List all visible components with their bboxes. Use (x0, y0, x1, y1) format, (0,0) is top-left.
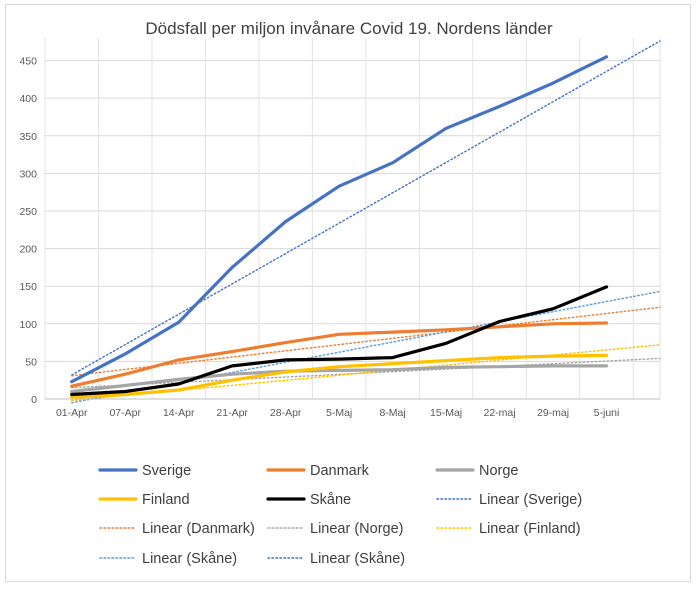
series-line-danmark (70, 321, 609, 388)
x-tick-label: 5-Maj (326, 407, 352, 419)
legend-label: Norge (479, 463, 519, 479)
x-tick-label: 14-Apr (163, 407, 195, 419)
y-tick-label: 50 (25, 356, 37, 368)
legend-item-linear-sverige: Linear (Sverige) (436, 492, 582, 508)
series-line-norge (70, 364, 609, 394)
legend-label: Danmark (310, 463, 370, 479)
y-tick-label: 350 (19, 131, 37, 143)
legend-item-norge: Norge (435, 463, 519, 479)
y-tick-label: 300 (19, 168, 37, 180)
legend-item-sverige: Sverige (98, 463, 191, 479)
series-layer (70, 55, 609, 400)
y-tick-label: 150 (19, 281, 37, 293)
legend-label: Linear (Skåne) (310, 551, 405, 567)
trendline-linear-sverige (71, 40, 661, 376)
chart-frame (5, 4, 691, 582)
x-tick-label: 07-Apr (109, 407, 141, 419)
legend-item-linear-skane: Linear (Skåne) (267, 551, 405, 567)
trendline-linear-finland (71, 344, 661, 402)
x-tick-label: 01-Apr (56, 407, 88, 419)
legend-item-danmark: Danmark (266, 463, 370, 479)
trendline-linear-norge (71, 357, 661, 389)
legend-label: Linear (Norge) (310, 521, 404, 537)
x-tick-label: 5-juni (594, 407, 620, 419)
y-tick-label: 200 (19, 244, 37, 256)
legend-label: Linear (Finland) (479, 521, 581, 537)
x-tick-label: 8-Maj (379, 407, 405, 419)
trendline-linear-danmark (71, 306, 661, 377)
legend-label: Sverige (142, 463, 191, 479)
x-tick-label: 29-maj (537, 407, 569, 419)
legend-item-skane: Skåne (266, 492, 351, 508)
series-line-skane (70, 285, 609, 397)
legend-label: Skåne (310, 492, 351, 508)
legend: Sverige Danmark Norge Finland Skåne Linear (S… (98, 463, 582, 567)
series-line-finland (70, 353, 609, 400)
legend-label: Linear (Sverige) (479, 492, 582, 508)
legend-label: Linear (Danmark) (142, 521, 255, 537)
x-tick-label: 21-Apr (216, 407, 248, 419)
series-line-sverige (70, 55, 609, 384)
legend-item-linear-norge: Linear (Norge) (267, 521, 404, 537)
y-tick-label: 250 (19, 206, 37, 218)
axis-layer: 0 50 100 150 200 250 300 350 400 450 01-Apr 07-Apr 1… (19, 56, 660, 419)
chart-title: Dödsfall per miljon invånare Covid 19. N… (145, 19, 553, 38)
y-tick-label: 100 (19, 319, 37, 331)
legend-label: Finland (142, 492, 190, 508)
x-tick-label: 28-Apr (270, 407, 302, 419)
legend-label: Linear (Skåne) (142, 551, 237, 567)
x-tick-label: 15-Maj (430, 407, 462, 419)
legend-item-linear-danmark: Linear (Danmark) (99, 521, 255, 537)
y-tick-label: 450 (19, 56, 37, 68)
y-tick-label: 0 (31, 394, 37, 406)
legend-item-linear-finland: Linear (Finland) (436, 521, 581, 537)
legend-item-finland: Finland (98, 492, 190, 508)
legend-item-linear-skane: Linear (Skåne) (99, 551, 237, 567)
y-tick-label: 400 (19, 93, 37, 105)
grid-layer (44, 38, 661, 400)
x-tick-label: 22-maj (484, 407, 516, 419)
